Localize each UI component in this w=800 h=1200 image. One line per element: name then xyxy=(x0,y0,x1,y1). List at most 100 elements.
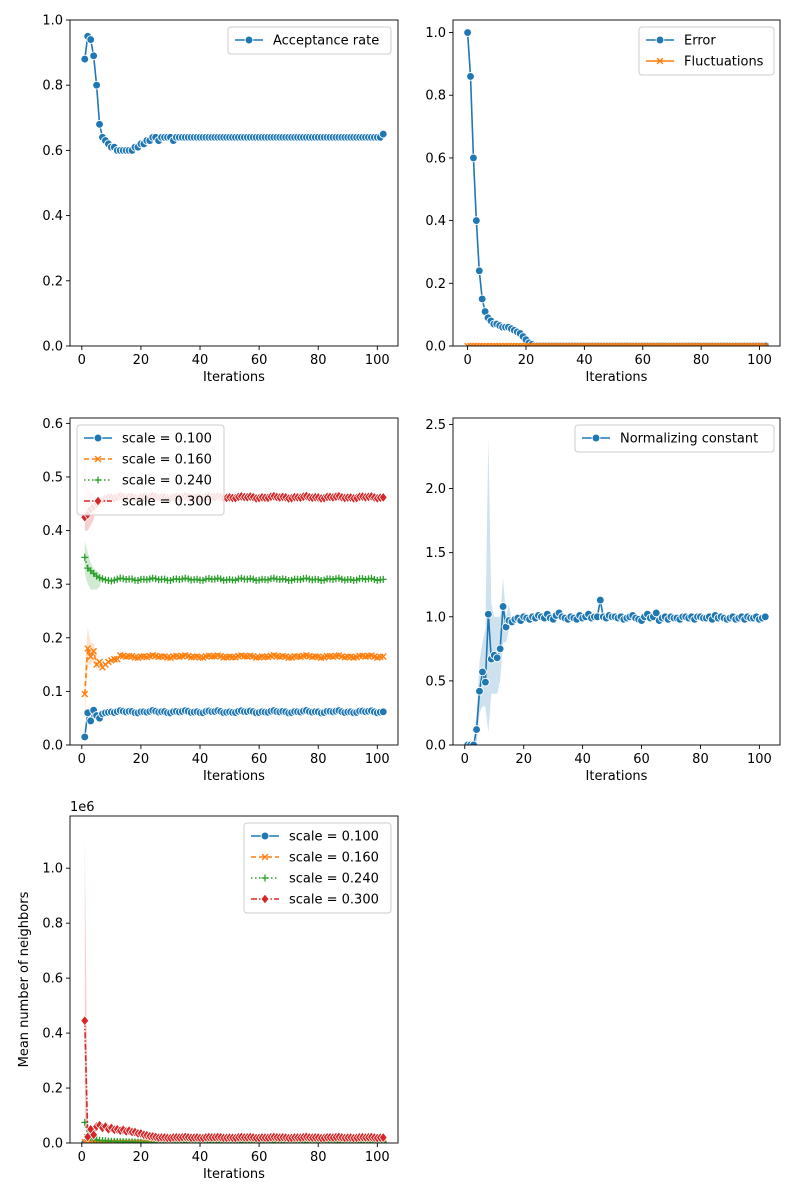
x-tick-label: 0 xyxy=(78,752,86,767)
data-point xyxy=(95,119,104,129)
data-point xyxy=(484,609,493,619)
data-point xyxy=(492,653,502,663)
legend-item: Fluctuations xyxy=(646,55,764,70)
data-point xyxy=(478,667,487,677)
y-tick-label: 0.0 xyxy=(42,739,63,754)
plot-area xyxy=(453,418,780,745)
y-tick-label: 0.6 xyxy=(42,972,63,987)
confidence-band xyxy=(467,437,512,745)
data-point xyxy=(378,491,388,503)
x-axis-label: Iterations xyxy=(203,370,265,385)
legend-label: Fluctuations xyxy=(684,55,764,70)
legend-marker xyxy=(591,433,601,443)
x-tick-label: 60 xyxy=(251,1150,268,1165)
data-point xyxy=(92,80,101,90)
legend-item: scale = 0.100 xyxy=(84,432,212,447)
chart-neighbors: 0 20 40 60 80 100 0.0 0.2 0.4 0.6 0.8 1.0 Iterations… xyxy=(17,800,399,1182)
legend-item: scale = 0.300 xyxy=(251,893,379,908)
y-tick-label: 0.6 xyxy=(42,144,63,159)
x-tick-label: 40 xyxy=(192,752,209,767)
x-tick-label: 60 xyxy=(635,353,652,368)
x-axis-label: Iterations xyxy=(586,769,648,784)
data-point xyxy=(89,1129,99,1141)
data-point xyxy=(84,645,92,652)
legend-label: scale = 0.160 xyxy=(122,453,212,468)
data-point xyxy=(81,690,89,698)
legend-box xyxy=(638,26,775,76)
legend-marker xyxy=(94,455,102,463)
data-point xyxy=(378,707,388,717)
data-point xyxy=(81,1118,89,1126)
y-tick-label: 0.4 xyxy=(42,524,63,539)
y-tick-label: 0.0 xyxy=(425,340,446,355)
data-point xyxy=(378,129,388,139)
legend-label: Acceptance rate xyxy=(273,34,379,49)
data-point xyxy=(96,658,103,666)
x-tick-label: 100 xyxy=(365,1150,390,1165)
data-point xyxy=(475,686,484,696)
x-tick-label: 20 xyxy=(133,752,150,767)
legend-item: Error xyxy=(646,34,716,49)
y-tick-label: 0.4 xyxy=(425,214,446,229)
data-point xyxy=(80,1015,90,1027)
data-point xyxy=(761,342,769,346)
data-point xyxy=(481,677,490,687)
x-tick-label: 40 xyxy=(192,353,209,368)
legend-label: scale = 0.300 xyxy=(122,495,212,510)
x-axis-label: Iterations xyxy=(203,1167,265,1182)
data-point xyxy=(86,35,96,44)
data-point xyxy=(472,725,481,734)
legend-label: scale = 0.100 xyxy=(289,830,379,845)
y-tick-label: 0.5 xyxy=(425,674,446,689)
legend-marker xyxy=(261,853,269,861)
data-point xyxy=(80,732,90,742)
x-tick-label: 40 xyxy=(192,1150,209,1165)
legend: Normalizing constant xyxy=(574,424,775,453)
x-tick-label: 20 xyxy=(133,353,150,368)
y-tick-label: 0.2 xyxy=(425,277,446,292)
legend-marker xyxy=(93,433,103,443)
legend-marker xyxy=(261,874,269,882)
y-tick-label: 0.4 xyxy=(42,209,63,224)
y-tick-label: 0.6 xyxy=(425,151,446,166)
series-2 xyxy=(464,342,769,346)
x-tick-label: 80 xyxy=(310,353,327,368)
legend-item: scale = 0.300 xyxy=(84,495,212,510)
chart-error: 0 20 40 60 80 100 0.0 0.2 0.4 0.6 0.8 1.0 Iterations… xyxy=(425,19,781,385)
x-tick-label: 0 xyxy=(463,353,471,368)
data-point xyxy=(474,266,484,276)
legend-label: scale = 0.240 xyxy=(122,474,212,489)
x-tick-label: 0 xyxy=(78,1150,86,1165)
y-tick-label: 0.6 xyxy=(42,417,63,432)
series-1 xyxy=(463,437,770,745)
x-tick-label: 40 xyxy=(574,752,591,767)
y-tick-label: 1.0 xyxy=(42,862,63,877)
x-tick-label: 0 xyxy=(78,353,86,368)
legend-box xyxy=(76,424,225,516)
legend-box xyxy=(227,26,392,55)
y-tick-label: 1.0 xyxy=(42,14,63,29)
data-point xyxy=(80,54,90,64)
series-1 xyxy=(80,705,388,742)
x-tick-label: 80 xyxy=(693,353,710,368)
data-point xyxy=(595,595,605,605)
data-point xyxy=(87,653,95,660)
x-tick-label: 20 xyxy=(133,1150,150,1165)
x-tick-label: 20 xyxy=(518,353,535,368)
legend-label: scale = 0.300 xyxy=(289,893,379,908)
axes-frame xyxy=(69,417,399,746)
legend-item: scale = 0.240 xyxy=(251,872,379,887)
x-tick-label: 60 xyxy=(251,353,268,368)
plot-series xyxy=(463,28,770,346)
data-point xyxy=(469,153,478,163)
legend-label: scale = 0.160 xyxy=(289,851,379,866)
legend-item: scale = 0.100 xyxy=(251,830,379,845)
x-tick-label: 20 xyxy=(515,752,532,767)
series-1 xyxy=(80,31,388,155)
y-tick-label: 0.5 xyxy=(42,470,63,485)
y-tick-label: 0.0 xyxy=(42,340,63,355)
chart-scale: 0 20 40 60 80 100 0.0 0.1 0.2 0.3 0.4 0.5 0.6 Iterati… xyxy=(42,417,399,784)
legend-label: scale = 0.100 xyxy=(122,432,212,447)
legend-item: scale = 0.160 xyxy=(251,851,379,866)
